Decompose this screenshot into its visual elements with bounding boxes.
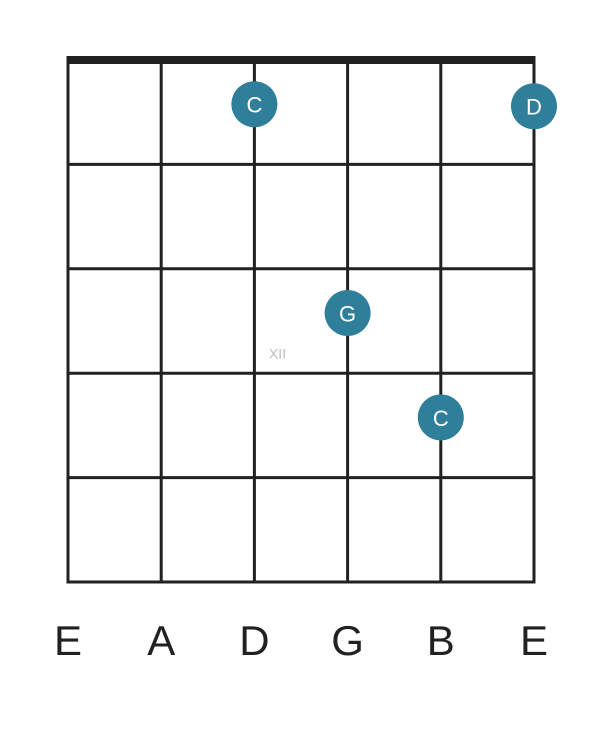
- fret-lines: [67, 164, 536, 582]
- position-label: XII: [269, 346, 286, 362]
- string-label: D: [239, 617, 269, 664]
- finger-dot-label: D: [526, 95, 542, 120]
- chord-svg: XII C D G C E A D G B E: [0, 0, 602, 752]
- finger-dots: C D G C: [231, 81, 557, 440]
- finger-dot-label: G: [339, 302, 356, 327]
- string-label: G: [331, 617, 364, 664]
- string-label: E: [54, 617, 82, 664]
- fretboard-grid: [67, 56, 536, 584]
- string-label: E: [520, 617, 548, 664]
- string-label: A: [147, 617, 175, 664]
- string-lines: [68, 56, 534, 584]
- string-labels: EADGBE: [54, 617, 548, 664]
- chord-diagram: XII C D G C E A D G B E: [0, 0, 602, 752]
- finger-dot-label: C: [433, 406, 449, 431]
- string-label: B: [427, 617, 455, 664]
- finger-dot-label: C: [246, 93, 262, 118]
